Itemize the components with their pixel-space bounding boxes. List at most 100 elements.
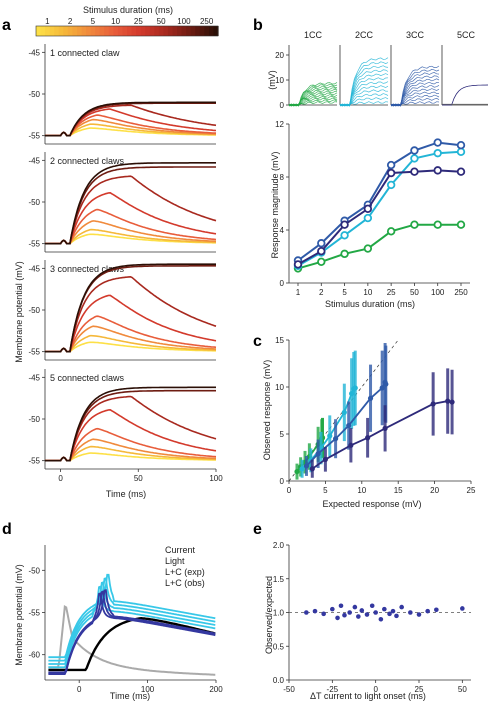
colorbar-swatch [36, 26, 42, 36]
panel-b-ytick-label: 8 [280, 173, 285, 182]
panel-e-point [347, 610, 352, 615]
colorbar-swatch [154, 26, 160, 36]
panel-c-xlabel: Expected response (mV) [322, 499, 421, 509]
panel-e-point [390, 608, 396, 614]
panel-b-point [363, 213, 373, 223]
panel-c-point [365, 435, 371, 441]
panel-b-inset-trace [339, 57, 389, 107]
panel-c-point [303, 463, 310, 469]
panel-e-xtick-label: 25 [415, 685, 424, 694]
panel-d-ytick-label: -50 [28, 566, 40, 575]
panel-b-inset-ylabel: (mV) [267, 70, 277, 90]
panel-b-xtick-label: 10 [363, 288, 372, 297]
panel-c-xtick-label: 5 [323, 486, 328, 495]
panel-e-point [408, 610, 413, 615]
colorbar-swatch [145, 26, 151, 36]
colorbar-swatch [45, 26, 51, 36]
panel-c-point [382, 425, 388, 431]
panel-label-c: c [253, 333, 262, 350]
panel-e-xtick-label: -50 [283, 685, 295, 694]
panel-e-point [394, 613, 399, 619]
panel-b-point [386, 168, 396, 178]
panel-e-point [369, 603, 375, 609]
panel-c: 0 5 10 15 0 5 10 15 20 25 [275, 336, 476, 495]
panel-b-point [456, 140, 466, 150]
panel-a-xtick-label: 0 [58, 474, 63, 483]
panel-b-point [386, 160, 396, 170]
colorbar-swatch [99, 26, 105, 36]
panel-b-ytick-label: 4 [280, 226, 285, 235]
panel-e: 0.0 0.5 1.0 1.5 2.0 -50 -25 0 25 50 [273, 541, 471, 694]
panel-a-subpanel-title: 3 connected claws [50, 264, 125, 274]
colorbar-tick-label: 100 [177, 17, 191, 26]
panel-e-point [338, 603, 344, 609]
panel-a-trace [45, 341, 216, 353]
panel-c-point [352, 385, 358, 391]
panel-c-point [322, 456, 328, 462]
panel-a-trace [45, 427, 217, 462]
panel-a-ytick-label: -45 [28, 48, 40, 57]
panel-c-xtick-label: 20 [430, 486, 439, 495]
panel-b-xtick-label: 5 [342, 288, 347, 297]
colorbar-tick-label: 5 [91, 17, 96, 26]
panel-b-xtick-label: 100 [431, 288, 445, 297]
panel-c-ytick-label: 10 [275, 383, 284, 392]
panel-b-point [433, 166, 442, 175]
panel-a-ytick-label: -50 [28, 306, 40, 315]
panel-a-trace [45, 208, 217, 245]
panel-c-point [367, 395, 374, 401]
panel-c-point [294, 469, 300, 475]
panel-b-point [386, 180, 396, 190]
panel-e-point [356, 614, 361, 619]
panel-b-point [317, 257, 326, 266]
panel-d-lc-exp-trace [48, 577, 216, 662]
panel-b-point [433, 138, 442, 147]
panel-d-lc-obs-trace [48, 589, 216, 674]
panel-d-ytick-label: -55 [28, 609, 40, 618]
panel-b-xlabel: Stimulus duration (ms) [325, 299, 415, 309]
panel-e-point [416, 612, 422, 617]
panel-b-inset-trace [390, 68, 440, 107]
panel-b-point [317, 239, 326, 248]
panel-b-inset-trace [288, 85, 338, 107]
colorbar-swatch [81, 26, 87, 36]
panel-a-trace [45, 386, 216, 462]
panel-c-point [309, 466, 315, 472]
panel-e-point [399, 604, 404, 610]
panel-a-ylabel: Membrane potential (mV) [14, 261, 24, 363]
panel-e-point [373, 610, 378, 615]
panel-d-lc-exp-trace [48, 581, 216, 665]
panel-b-point [363, 244, 373, 253]
colorbar-swatch [127, 26, 133, 36]
panel-b-inset-trace [340, 73, 389, 107]
panel-label-b: b [253, 17, 263, 34]
panel-c-point [348, 442, 354, 448]
panel-d-xtick-label: 200 [209, 685, 223, 694]
colorbar-swatch [140, 26, 146, 36]
panel-e-point [312, 608, 318, 614]
colorbar-swatch [186, 26, 192, 36]
colorbar-swatch [113, 26, 119, 36]
panel-c-xtick-label: 25 [467, 486, 476, 495]
panel-b-inset-ytick-label: 0 [280, 101, 285, 110]
colorbar-tick-label: 1 [45, 17, 50, 26]
panel-e-point [359, 608, 365, 613]
colorbar-frame [35, 25, 219, 37]
panel-a-trace [45, 389, 216, 462]
panel-b-inset-trace [390, 72, 440, 107]
panel-d-legend-entry: L+C (obs) [165, 578, 205, 588]
panel-label-a: a [2, 17, 11, 34]
panel-b-point [410, 167, 419, 176]
panel-a-ytick-label: -55 [28, 132, 40, 141]
panel-label-e: e [253, 521, 262, 538]
panel-c-point [445, 398, 451, 404]
colorbar-swatch [158, 26, 164, 36]
colorbar-swatch [204, 26, 210, 36]
colorbar-swatch [181, 26, 187, 36]
colorbar-swatch [90, 26, 96, 36]
panel-b-xtick-label: 25 [387, 288, 396, 297]
panel-a-subpanel-title: 1 connected claw [50, 48, 120, 58]
panel-e-point [378, 616, 384, 622]
panel-c-point [332, 436, 339, 442]
colorbar-swatch [167, 26, 174, 36]
